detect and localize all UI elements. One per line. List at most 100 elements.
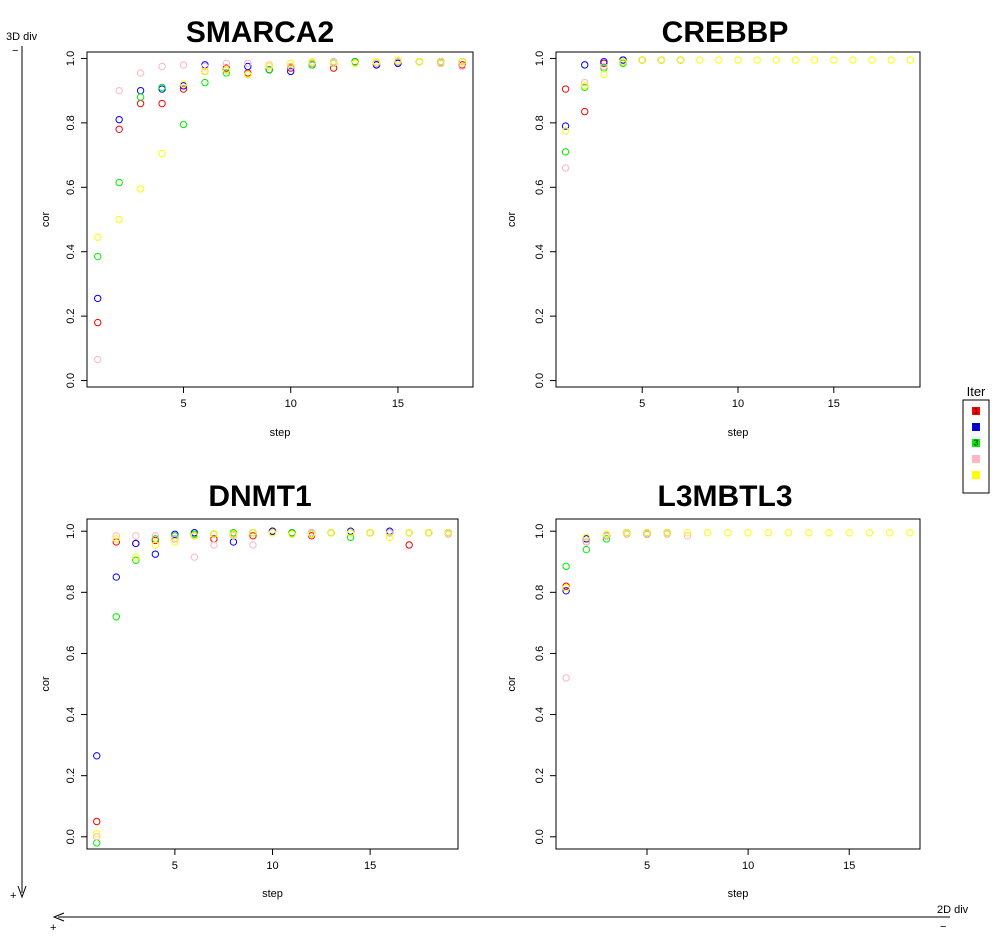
- data-point: [561, 85, 570, 93]
- legend-label: 2: [974, 423, 979, 432]
- data-point: [734, 56, 742, 64]
- data-point: [93, 839, 101, 847]
- data-point: [425, 529, 433, 537]
- data-point: [562, 584, 570, 592]
- data-point: [249, 541, 257, 549]
- data-point: [582, 538, 591, 546]
- data-point: [244, 62, 252, 71]
- legend-swatch: [972, 471, 980, 479]
- data-point: [715, 56, 723, 64]
- data-point: [327, 529, 335, 537]
- x-axis-label: step: [728, 427, 749, 439]
- data-point: [132, 532, 140, 540]
- data-point: [93, 833, 101, 841]
- x-axis-label: step: [270, 427, 291, 439]
- x-tick-label: 5: [180, 398, 186, 410]
- data-point: [249, 529, 257, 537]
- y-tick-label: 0.8: [65, 585, 77, 600]
- y-tick-label: 0.0: [65, 373, 77, 388]
- data-point: [458, 62, 466, 71]
- data-point: [366, 529, 374, 537]
- horizontal-arrow-head: [52, 912, 65, 922]
- x-axis-label: step: [728, 888, 749, 900]
- data-point: [222, 69, 231, 77]
- y-tick-label: 0.4: [65, 244, 77, 259]
- data-point: [179, 85, 188, 93]
- data-point: [132, 539, 140, 548]
- data-point: [158, 83, 166, 92]
- data-point: [112, 573, 120, 581]
- data-point: [190, 553, 199, 561]
- data-point: [372, 57, 381, 66]
- y-tick-label: 0.0: [65, 829, 77, 844]
- data-point: [581, 78, 589, 87]
- data-point: [885, 529, 894, 537]
- data-point: [683, 529, 692, 537]
- x-tick-label: 5: [172, 860, 178, 872]
- data-point: [405, 529, 413, 537]
- y-tick-label: 0.0: [534, 829, 546, 844]
- y-tick-label: 0.6: [65, 646, 77, 661]
- data-point: [405, 541, 413, 549]
- data-point: [287, 59, 295, 67]
- data-point: [229, 530, 238, 538]
- x-tick-label: 15: [828, 398, 840, 410]
- x-tick-label: 15: [843, 860, 855, 872]
- data-point: [115, 125, 123, 134]
- data-point: [561, 127, 570, 135]
- y-axis-label: cor: [506, 676, 518, 692]
- data-point: [562, 587, 570, 595]
- y-tick-label: 0.6: [65, 180, 77, 195]
- data-point: [222, 66, 231, 74]
- legend-title: Iter: [967, 384, 986, 399]
- data-point: [385, 529, 394, 537]
- data-point: [351, 59, 359, 67]
- data-point: [190, 532, 199, 540]
- x-tick-label: 10: [266, 860, 278, 872]
- legend-label: 3: [974, 439, 979, 448]
- data-point: [703, 529, 712, 537]
- horizontal-minus-sign: −: [940, 921, 946, 933]
- data-point: [136, 185, 145, 193]
- data-point: [115, 115, 123, 124]
- data-point: [415, 57, 424, 66]
- data-point: [346, 529, 355, 537]
- legend-swatch: [972, 423, 980, 431]
- data-point: [307, 530, 316, 538]
- data-point: [683, 532, 692, 540]
- data-point: [201, 67, 209, 76]
- data-point: [229, 538, 238, 546]
- x-tick-label: 5: [644, 860, 650, 872]
- data-point: [643, 529, 651, 537]
- data-point: [112, 613, 120, 621]
- y-tick-label: 0.2: [65, 308, 77, 323]
- data-point: [94, 355, 102, 364]
- y-tick-label: 0.2: [534, 768, 546, 783]
- data-point: [201, 78, 209, 87]
- data-point: [94, 252, 102, 261]
- data-point: [158, 99, 166, 108]
- data-point: [676, 56, 685, 64]
- vertical-arrow-head: [17, 885, 27, 899]
- data-point: [94, 294, 102, 303]
- data-point: [865, 529, 874, 537]
- data-point: [753, 56, 761, 64]
- x-tick-label: 10: [742, 860, 754, 872]
- data-point: [772, 56, 781, 64]
- data-point: [222, 59, 231, 67]
- data-point: [791, 56, 800, 64]
- data-point: [288, 530, 296, 538]
- data-point: [562, 674, 570, 682]
- legend-swatch: [972, 455, 980, 463]
- y-tick-label: 0.6: [534, 646, 546, 661]
- y-tick-label: 0.2: [65, 768, 77, 783]
- y-axis-label: cor: [506, 212, 518, 228]
- data-point: [805, 529, 813, 537]
- data-point: [136, 69, 145, 77]
- y-axis-label: cor: [40, 676, 52, 692]
- panel-title: SMARCA2: [186, 16, 334, 49]
- data-point: [287, 62, 295, 71]
- vertical-minus-sign: −: [12, 45, 18, 57]
- data-point: [623, 529, 631, 537]
- data-point: [602, 530, 611, 538]
